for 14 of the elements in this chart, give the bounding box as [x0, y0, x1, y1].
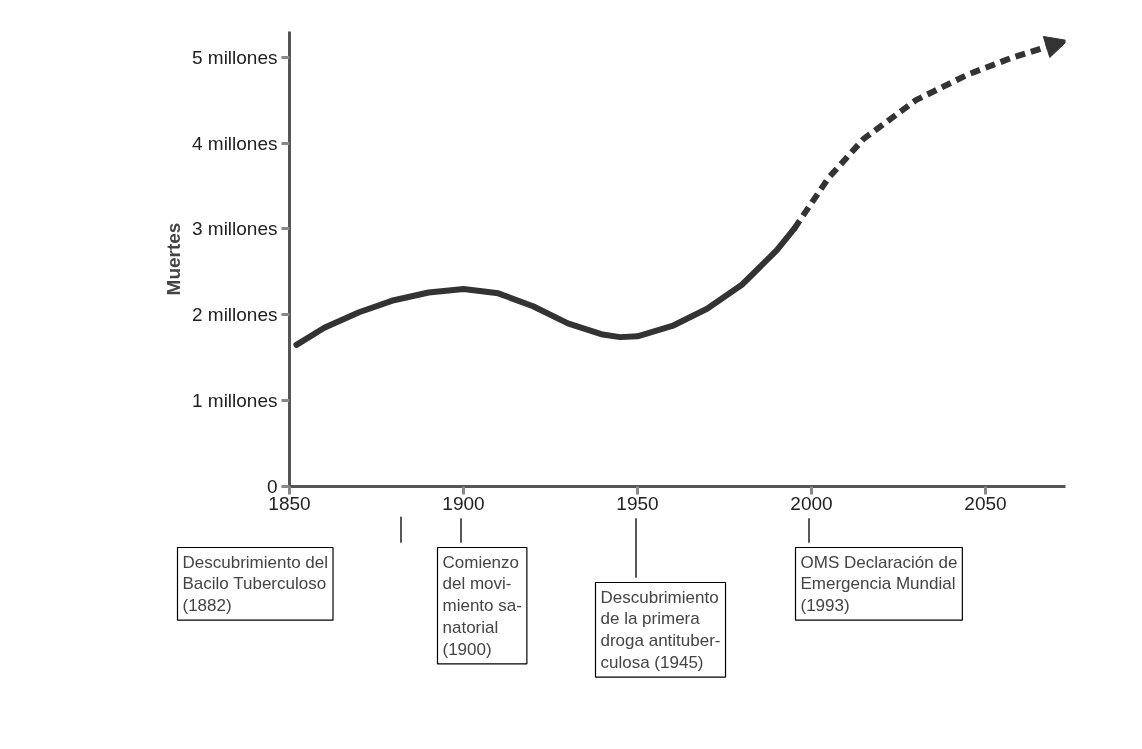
y-axis-title: Muertes	[162, 222, 184, 296]
x-tick-label: 1950	[616, 492, 659, 514]
y-tick-label: 2 millones	[191, 304, 278, 326]
x-tick-label: 1900	[442, 492, 485, 514]
y-tick-label: 1 millones	[191, 390, 278, 412]
text: Descubrimiento del Bacilo Tuberculoso (1882)	[182, 552, 329, 616]
text: Comienzo del movi- miento sa- natorial (1900)	[442, 552, 522, 659]
y-tick-label: 4 millones	[191, 132, 278, 154]
text: Descubrimiento de la primera droga antituber- culosa (1945)	[600, 587, 721, 673]
x-tick-label: 2000	[790, 492, 833, 514]
x-tick-label: 2050	[964, 492, 1007, 514]
y-tick-label: 5 millones	[191, 46, 278, 68]
y-tick-label: 3 millones	[191, 218, 278, 240]
text: OMS Declaración de Emergencia Mundial (1993)	[800, 552, 958, 616]
